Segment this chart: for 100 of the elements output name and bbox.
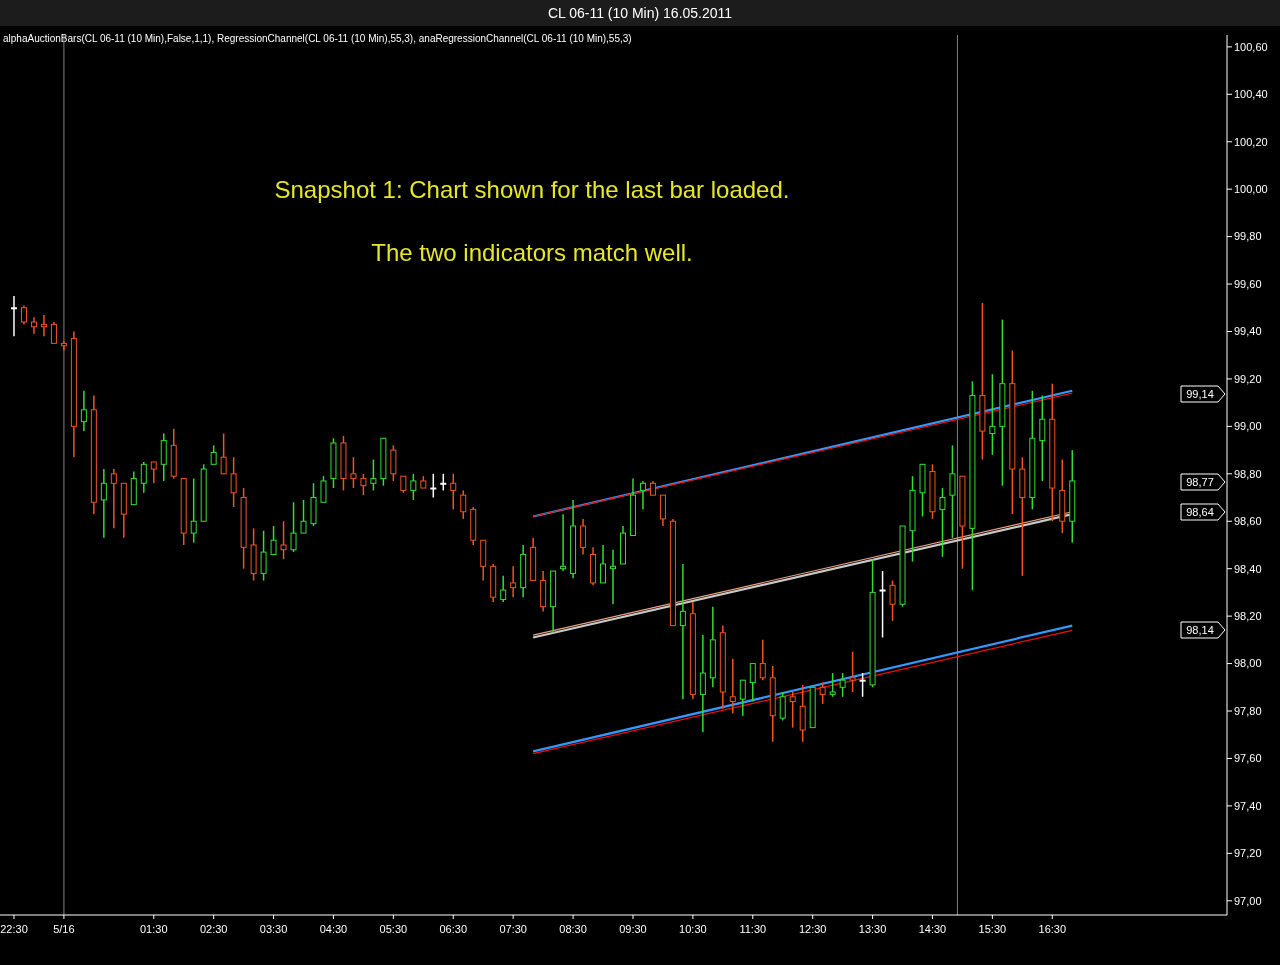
- candlestick: [430, 473, 437, 499]
- candlestick: [560, 513, 567, 572]
- candlestick: [659, 494, 666, 527]
- x-tick-label: 10:30: [679, 923, 707, 935]
- x-tick-label: 06:30: [439, 923, 468, 935]
- y-tick-label: 98,20: [1234, 609, 1262, 622]
- y-tick-label: 99,40: [1234, 325, 1262, 338]
- x-tick-label: 5/16: [53, 923, 75, 935]
- y-tick-label: 98,60: [1234, 515, 1262, 528]
- y-tick-label: 97,60: [1234, 752, 1262, 765]
- candlestick: [410, 473, 417, 501]
- x-tick-label: 09:30: [619, 923, 647, 935]
- y-tick-label: 99,80: [1234, 230, 1262, 243]
- candlestick: [20, 304, 27, 326]
- candlestick: [829, 672, 836, 698]
- y-tick-label: 100,20: [1234, 135, 1268, 148]
- y-tick-label: 99,20: [1234, 372, 1262, 385]
- candlestick: [949, 444, 956, 539]
- y-tick-label: 98,40: [1234, 562, 1262, 575]
- candlestick: [779, 691, 786, 722]
- candlestick: [350, 456, 357, 489]
- chart-title: CL 06-11 (10 Min) 16.05.2011: [547, 5, 733, 21]
- candlestick: [10, 295, 17, 337]
- candlestick: [140, 461, 147, 494]
- y-tick-label: 97,80: [1234, 704, 1262, 717]
- candlestick: [510, 565, 517, 598]
- annotation: Snapshot 1: Chart shown for the last bar loaded.: [274, 176, 790, 203]
- candlestick: [220, 432, 227, 475]
- candlestick: [699, 634, 706, 734]
- candlestick: [1039, 394, 1046, 482]
- y-tick-label: 99,00: [1234, 420, 1262, 433]
- annotation: 98,77: [1186, 475, 1214, 488]
- x-tick-label: 05:30: [379, 923, 408, 935]
- candlestick: [370, 458, 377, 492]
- annotation: 99,14: [1186, 387, 1214, 400]
- y-tick-label: 97,20: [1234, 847, 1262, 860]
- candlestick: [230, 456, 237, 508]
- x-tick-label: 03:30: [259, 923, 288, 935]
- candlestick: [280, 520, 287, 560]
- candlestick: [300, 499, 307, 534]
- x-tick-label: 15:30: [978, 923, 1007, 935]
- annotation: The two indicators match well.: [371, 239, 693, 266]
- x-tick-label: 07:30: [499, 923, 527, 935]
- x-tick-label: 08:30: [559, 923, 587, 935]
- x-tick-label: 13:30: [858, 923, 887, 935]
- candlestick: [889, 579, 896, 622]
- candlestick: [859, 672, 866, 698]
- y-tick-label: 100,40: [1234, 88, 1268, 101]
- candlestick: [679, 563, 686, 700]
- x-tick-label: 22:30: [0, 923, 28, 935]
- candlestick: [360, 473, 367, 496]
- candlestick: [849, 650, 856, 693]
- candlestick: [290, 501, 297, 553]
- candlestick: [600, 544, 607, 584]
- x-tick-label: 12:30: [798, 923, 827, 935]
- candlestick: [320, 475, 327, 504]
- candlestick: [50, 321, 57, 345]
- candlestick: [759, 639, 766, 681]
- candlestick: [190, 477, 197, 544]
- candlestick: [110, 468, 117, 530]
- candlestick: [879, 570, 886, 639]
- candlestick: [639, 480, 646, 511]
- x-tick-label: 02:30: [199, 923, 228, 935]
- candlestick: [580, 518, 587, 556]
- candlestick: [260, 529, 267, 582]
- annotation: 98,64: [1186, 505, 1214, 518]
- candlestick: [390, 444, 397, 482]
- candlestick: [989, 373, 996, 456]
- x-tick-label: 16:30: [1038, 923, 1067, 935]
- candlestick: [789, 691, 796, 729]
- candlestick: [500, 575, 507, 603]
- candlestick: [40, 314, 47, 337]
- x-tick-label: 04:30: [319, 923, 348, 935]
- candlestick: [799, 684, 806, 743]
- candlestick: [450, 473, 457, 511]
- y-tick-label: 99,60: [1234, 277, 1262, 290]
- x-tick-label: 01:30: [140, 923, 168, 935]
- y-tick-label: 97,40: [1234, 799, 1262, 812]
- candlestick: [150, 461, 157, 485]
- candlestick: [80, 390, 87, 432]
- candlestick: [460, 489, 467, 520]
- x-tick-label: 14:30: [918, 923, 947, 935]
- x-tick-label: 11:30: [739, 923, 767, 935]
- candlestick: [739, 679, 746, 717]
- candlestick: [270, 525, 277, 556]
- y-tick-label: 98,00: [1234, 657, 1262, 670]
- candlestick: [610, 548, 617, 606]
- candlestick: [100, 468, 107, 539]
- y-tick-label: 97,00: [1234, 894, 1262, 907]
- candlestick: [160, 432, 167, 482]
- candlestick: [939, 487, 946, 558]
- annotation: 98,14: [1186, 623, 1214, 636]
- candlestick: [210, 444, 217, 466]
- candlestick: [839, 672, 846, 698]
- chart-subtitle: alphaAuctionBars(CL 06-11 (10 Min),False,1,1), RegressionChannel(CL 06-11 (10 Min),55,3), anaRegressionChannel(CL 06-11 (10 Min),55,3): [3, 33, 632, 44]
- candlestick: [749, 662, 756, 703]
- y-tick-label: 100,00: [1234, 183, 1268, 196]
- candlestick: [729, 658, 736, 715]
- candlestick: [819, 681, 826, 705]
- y-tick-label: 100,60: [1234, 40, 1268, 53]
